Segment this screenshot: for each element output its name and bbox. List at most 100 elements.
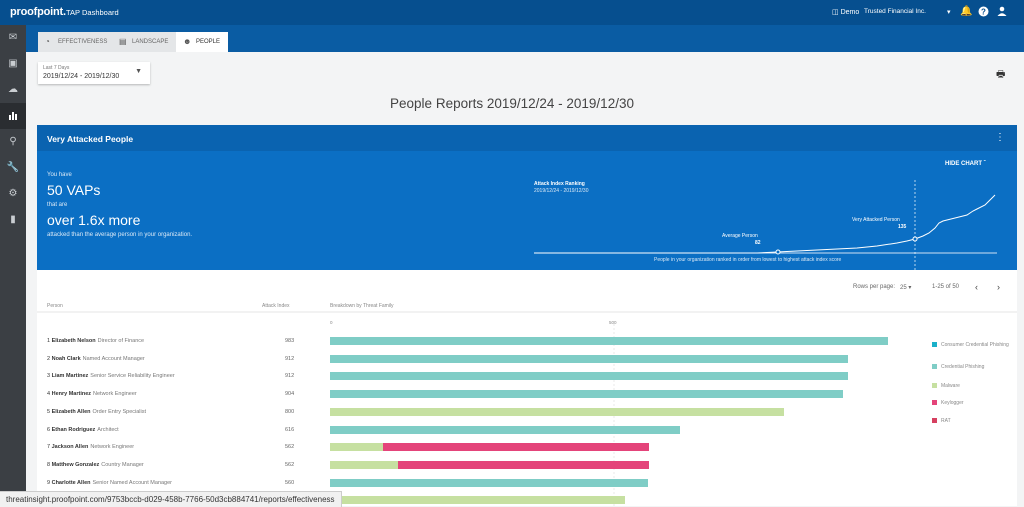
bar-segment-credential[interactable]	[330, 337, 889, 345]
bar-segment-credential[interactable]	[330, 478, 649, 487]
chevron-down-icon[interactable]: ▾	[947, 9, 951, 16]
table-row-person[interactable]: 9 Charlotte Allen Senior Named Account Ma…	[47, 480, 172, 486]
person-name: Elizabeth Allen	[51, 408, 91, 415]
legend-swatch	[932, 383, 937, 388]
table-row-person[interactable]: 8 Matthew Gonzalez Country Manager	[47, 462, 144, 468]
gear-icon[interactable]: ⚙	[8, 188, 18, 199]
prev-page-icon[interactable]: ‹	[975, 282, 978, 292]
user-icon[interactable]	[997, 6, 1007, 20]
table-row-person[interactable]: 4 Henry Martinez Network Engineer	[47, 391, 137, 397]
bar-segment-malware[interactable]	[330, 407, 785, 416]
table-row-person[interactable]: 1 Elizabeth Nelson Director of Finance	[47, 338, 144, 344]
table-row-person[interactable]: 7 Jackson Allen Network Engineer	[47, 444, 134, 450]
table-row-person[interactable]: 5 Elizabeth Allen Order Entry Specialist	[47, 409, 146, 415]
panel-header: Very Attacked People ⋮	[37, 125, 1017, 151]
chat-icon[interactable]: ▮	[10, 214, 16, 225]
rows-per-page-select[interactable]: 25 ▾	[900, 285, 912, 291]
tab-people[interactable]: ☻ PEOPLE	[176, 32, 229, 52]
legend-item-rat[interactable]: RAT	[932, 418, 1012, 425]
tab-label: EFFECTIVENESS	[58, 39, 108, 45]
person-role: Order Entry Specialist	[92, 408, 147, 415]
person-name: Liam Martinez	[51, 373, 89, 380]
person-name: Charlotte Allen	[51, 479, 91, 486]
column-attack-index[interactable]: Attack Index	[262, 303, 290, 309]
help-icon[interactable]: ?	[978, 6, 989, 21]
bar-segment-malware[interactable]	[330, 443, 384, 452]
vap-description: attacked than the average person in your…	[47, 232, 193, 238]
bar-segment-malware[interactable]	[330, 496, 626, 505]
demo-text: Demo	[840, 9, 860, 16]
person-name: Jackson Allen	[51, 444, 89, 451]
person-name: Matthew Gonzalez	[51, 461, 100, 468]
row-rank: 6	[47, 426, 52, 433]
bar-segment-keylogger[interactable]	[383, 443, 650, 452]
brand-logo[interactable]: proofpoint.	[10, 6, 66, 18]
image-icon: ▤	[119, 37, 127, 46]
table-row-person[interactable]: 3 Liam Martinez Senior Service Reliabilit…	[47, 373, 175, 379]
legend-item-credential[interactable]: Credential Phishing	[932, 364, 1012, 371]
that-are-text: that are	[47, 202, 68, 208]
row-rank: 4	[47, 391, 52, 398]
id-card-icon[interactable]: ▣	[8, 58, 18, 69]
ranking-chart-footer: People in your organization ranked in or…	[654, 257, 842, 263]
date-range-select[interactable]: Last 7 Days 2019/12/24 - 2019/12/30 ▼	[38, 62, 150, 84]
top-bar: proofpoint. TAP Dashboard ◫ Demo Trusted…	[0, 0, 1024, 25]
legend-swatch	[932, 400, 937, 405]
ranking-chart-label: Attack Index Ranking	[534, 181, 585, 187]
vap-count: 50 VAPs	[47, 182, 101, 198]
mail-icon[interactable]: ✉	[8, 32, 18, 43]
bar-segment-keylogger[interactable]	[397, 460, 650, 469]
wrench-icon[interactable]: 🔧	[6, 162, 20, 173]
average-person-label: Average Person	[722, 233, 758, 239]
print-icon[interactable]: 🖶	[996, 69, 1006, 80]
attack-index-value: 912	[285, 355, 295, 362]
org-name[interactable]: Trusted Financial Inc.	[864, 8, 926, 15]
person-name: Ethan Rodriguez	[51, 426, 96, 433]
bar-segment-credential[interactable]	[330, 425, 680, 434]
demo-label[interactable]: ◫ Demo	[832, 9, 860, 16]
axis-tick-500: 500	[609, 320, 617, 325]
person-role: Architect	[97, 426, 119, 433]
ranking-curve	[534, 194, 996, 254]
page-range: 1-25 of 50	[932, 284, 960, 290]
legend-label: RAT	[941, 418, 951, 424]
person-name: Elizabeth Nelson	[51, 338, 96, 344]
bar-segment-credential[interactable]	[330, 390, 844, 399]
legend-item-consumer[interactable]: Consumer Credential Phishing	[932, 342, 1012, 349]
bar-segment-credential[interactable]	[330, 354, 849, 363]
date-range-value: 2019/12/24 - 2019/12/30	[43, 73, 120, 80]
table-row-person[interactable]: 2 Noah Clark Named Account Manager	[47, 356, 145, 362]
bell-icon[interactable]: 🔔	[960, 6, 973, 17]
attack-index-value: 800	[285, 408, 295, 415]
rows-per-page-label: Rows per page:	[853, 284, 896, 290]
attack-index-value: 616	[285, 426, 295, 433]
column-person[interactable]: Person	[47, 303, 63, 309]
legend-label: Keylogger	[941, 400, 964, 406]
bar-chart-icon[interactable]	[0, 103, 26, 129]
tab-landscape[interactable]: ▤ LANDSCAPE	[112, 32, 177, 52]
attack-index-value: 912	[285, 373, 295, 380]
cloud-icon[interactable]: ☁	[8, 84, 18, 95]
legend-item-malware[interactable]: Malware	[932, 383, 1012, 390]
hide-chart-button[interactable]: HIDE CHART ˆ	[945, 161, 986, 167]
person-name: Henry Martinez	[51, 391, 92, 398]
svg-text:?: ?	[981, 8, 986, 17]
tab-effectiveness[interactable]: ◔ EFFECTIVENESS	[38, 32, 116, 52]
table-row-person[interactable]: 6 Ethan Rodriguez Architect	[47, 427, 119, 433]
date-range-label: Last 7 Days	[43, 65, 70, 71]
search-icon[interactable]: ⚲	[9, 136, 17, 147]
next-page-icon[interactable]: ›	[997, 282, 1000, 292]
bar-segment-malware[interactable]	[330, 460, 398, 469]
pie-icon: ◔	[45, 37, 50, 46]
legend-swatch	[932, 364, 937, 369]
legend-label: Credential Phishing	[941, 364, 985, 370]
bar-segment-credential[interactable]	[330, 372, 849, 381]
legend-item-keylogger[interactable]: Keylogger	[932, 400, 1012, 407]
person-role: Country Manager	[101, 461, 144, 468]
person-role: Senior Service Reliability Engineer	[90, 373, 175, 380]
more-menu-icon[interactable]: ⋮	[995, 132, 1005, 143]
person-role: Director of Finance	[97, 338, 145, 344]
person-role: Network Engineer	[93, 391, 137, 398]
average-person-marker	[775, 249, 781, 255]
row-rank: 9	[47, 479, 52, 486]
